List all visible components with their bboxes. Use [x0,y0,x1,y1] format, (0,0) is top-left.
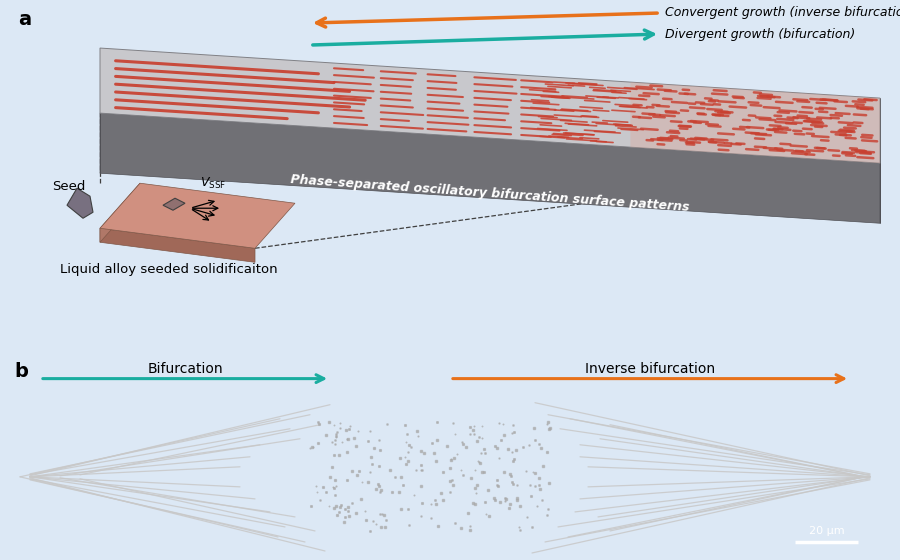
Polygon shape [100,48,880,163]
Polygon shape [100,113,880,223]
Polygon shape [67,188,93,218]
Text: Inverse bifurcation: Inverse bifurcation [585,362,716,376]
Text: Liquid alloy seeded solidificaiton: Liquid alloy seeded solidificaiton [60,263,277,276]
Text: a: a [18,10,32,29]
Polygon shape [630,82,880,163]
Text: Convergent growth (inverse bifurcation): Convergent growth (inverse bifurcation) [665,6,900,18]
Polygon shape [100,183,295,248]
Polygon shape [100,183,140,242]
Polygon shape [163,198,185,210]
Text: Phase-separated oscillatory bifurcation surface patterns: Phase-separated oscillatory bifurcation … [290,173,690,214]
Polygon shape [100,228,255,262]
Text: Seed: Seed [52,180,86,193]
Text: $V_{\mathrm{SSF}}$: $V_{\mathrm{SSF}}$ [200,176,226,191]
Text: 20 μm: 20 μm [809,526,844,536]
Text: Bifurcation: Bifurcation [148,362,223,376]
Text: Divergent growth (bifurcation): Divergent growth (bifurcation) [665,27,855,40]
Text: b: b [14,362,28,381]
